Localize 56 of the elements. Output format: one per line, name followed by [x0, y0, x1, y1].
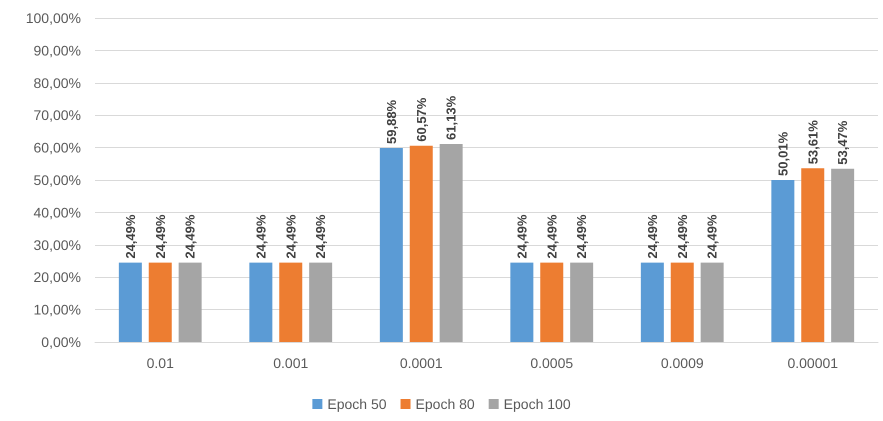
- bar: [118, 262, 142, 342]
- y-tick-label: 70,00%: [34, 107, 81, 124]
- x-tick-label: 0.0001: [400, 355, 443, 371]
- data-label: 24,49%: [152, 214, 168, 259]
- bar: [178, 262, 202, 342]
- legend-label: Epoch 80: [416, 396, 475, 412]
- data-label: 24,49%: [644, 214, 660, 259]
- x-tick-label: 0.0009: [660, 355, 704, 371]
- bar: [771, 180, 794, 342]
- y-tick-label: 50,00%: [34, 172, 81, 188]
- data-label: 24,49%: [122, 214, 138, 259]
- data-label: 24,49%: [544, 214, 560, 259]
- bar: [801, 168, 824, 342]
- data-label: 24,49%: [182, 214, 198, 259]
- data-label: 24,49%: [574, 214, 590, 259]
- bar: [540, 262, 564, 342]
- data-label: 24,49%: [674, 214, 690, 259]
- bar: [670, 262, 694, 342]
- bar: [640, 262, 664, 342]
- y-tick-label: 10,00%: [34, 302, 81, 318]
- bar: [410, 146, 433, 342]
- bar: [279, 262, 302, 342]
- y-tick-label: 90,00%: [34, 42, 81, 58]
- data-label: 53,61%: [805, 120, 820, 164]
- y-tick-label: 100,00%: [26, 10, 81, 26]
- y-tick-label: 30,00%: [34, 236, 81, 253]
- data-label: 61,13%: [444, 95, 459, 140]
- x-tick-label: 0.01: [146, 355, 174, 371]
- bar: [570, 262, 594, 342]
- y-tick-label: 60,00%: [34, 140, 81, 156]
- data-label: 50,01%: [775, 131, 790, 176]
- data-label: 24,49%: [283, 214, 298, 259]
- bar: [700, 262, 724, 342]
- y-tick-label: 80,00%: [34, 74, 81, 91]
- bar: [831, 168, 854, 342]
- x-tick-label: 0.001: [273, 355, 308, 371]
- bar: [510, 262, 534, 342]
- x-tick-label: 0.0005: [530, 355, 574, 371]
- bar: [309, 262, 332, 342]
- y-tick-label: 20,00%: [34, 269, 81, 286]
- x-tick-label: 0.00001: [787, 355, 838, 371]
- data-label: 24,49%: [704, 214, 720, 259]
- data-label: 59,88%: [384, 99, 399, 144]
- legend-label: Epoch 100: [504, 396, 571, 412]
- legend-label: Epoch 50: [327, 396, 387, 412]
- bar: [440, 144, 463, 342]
- y-tick-label: 0,00%: [41, 334, 81, 350]
- data-label: 60,57%: [414, 97, 429, 142]
- bar: [148, 262, 172, 342]
- data-label: 24,49%: [313, 214, 328, 259]
- data-label: 24,49%: [514, 214, 530, 259]
- bar: [249, 262, 272, 342]
- bar: [380, 148, 403, 342]
- y-tick-label: 40,00%: [34, 204, 81, 220]
- data-label: 24,49%: [253, 214, 268, 259]
- data-label: 53,47%: [835, 120, 850, 165]
